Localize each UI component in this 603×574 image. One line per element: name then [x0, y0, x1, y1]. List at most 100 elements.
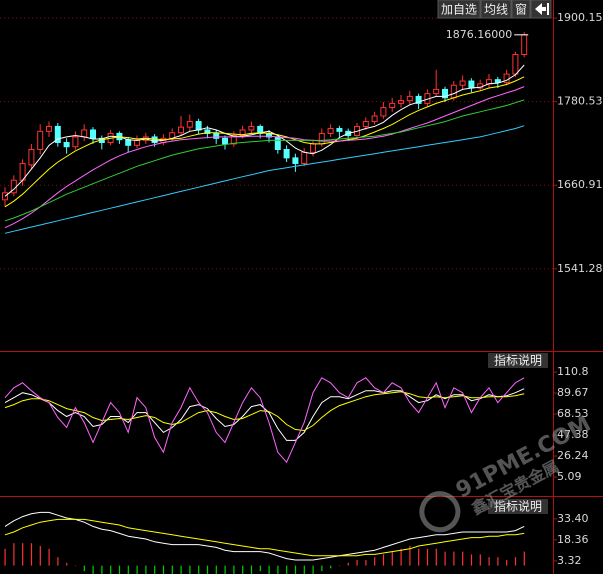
macd-bar: [426, 548, 429, 566]
watermark-logo: [419, 491, 461, 533]
line-series: [4, 377, 525, 464]
macd-bar: [259, 565, 261, 572]
macd-bar: [497, 557, 499, 566]
y-tick-label: 33.40: [557, 512, 589, 525]
macd-bar: [22, 543, 24, 566]
macd-bar: [321, 565, 323, 572]
toolbar-button[interactable]: [480, 0, 512, 19]
macd-bar: [171, 565, 173, 574]
indicator-title: 指标说明: [494, 499, 542, 514]
candle-body: [389, 102, 396, 109]
macd-bar: [39, 546, 41, 566]
y-tick-label: 1541.289: [557, 262, 603, 275]
macd-bar: [330, 565, 332, 569]
candle-body: [54, 125, 61, 144]
candle-body: [2, 192, 8, 201]
macd-bar: [110, 565, 112, 574]
toolbar-button[interactable]: [437, 0, 481, 19]
candle-body: [257, 125, 264, 134]
macd-bar: [92, 565, 94, 574]
macd-bar: [312, 565, 314, 574]
indicator-header[interactable]: [488, 353, 548, 368]
candle-body: [494, 79, 501, 83]
candle-body: [318, 132, 325, 145]
candle-body: [512, 53, 519, 75]
candle-body: [213, 132, 220, 139]
candle-body: [406, 95, 413, 102]
candle-body: [274, 136, 281, 151]
macd-bar: [118, 565, 121, 574]
toolbar-button[interactable]: [511, 0, 531, 19]
macd-bar: [409, 546, 411, 566]
y-tick-label: 47.38: [557, 428, 589, 441]
candle-body: [442, 88, 448, 99]
macd-bar: [198, 565, 200, 574]
toolbar-label: 均线: [484, 3, 508, 17]
y-tick-label: 68.53: [557, 407, 589, 420]
candle-body: [151, 136, 158, 144]
macd-bar: [365, 560, 367, 566]
last-price-label: 1876.16000: [446, 28, 512, 41]
candle-body: [72, 136, 79, 148]
macd-bar: [127, 565, 129, 574]
y-tick-label: 18.36: [557, 533, 589, 546]
candle-body: [134, 139, 140, 146]
macd-bar: [435, 548, 437, 566]
macd-bar: [286, 565, 288, 574]
macd-bar: [215, 565, 217, 574]
macd-bar: [57, 557, 59, 566]
line-series: [4, 518, 525, 557]
candle-body: [327, 128, 334, 134]
macd-bar: [303, 565, 305, 574]
candle-body: [415, 95, 422, 104]
candle-body: [125, 139, 132, 146]
macd-bar: [523, 551, 525, 566]
macd-bar: [444, 551, 446, 566]
candle-body: [521, 34, 528, 55]
macd-bar: [250, 565, 253, 574]
macd-bar: [338, 565, 341, 567]
candle-body: [362, 121, 369, 127]
macd-bar: [4, 548, 6, 566]
macd-bar: [374, 557, 376, 566]
candle-body: [239, 129, 246, 137]
line-series: [4, 86, 525, 229]
candle-body: [336, 128, 343, 132]
candle-body: [301, 151, 308, 164]
macd-bar: [242, 565, 244, 574]
macd-bar: [180, 565, 182, 574]
y-tick-label: 3.32: [557, 554, 582, 567]
toolbar-label: 窗: [515, 3, 527, 17]
y-tick-label: 110.8: [557, 365, 589, 378]
macd-bar: [470, 554, 473, 566]
candle-body: [468, 80, 475, 89]
candle-body: [90, 129, 96, 139]
indicator-header[interactable]: [488, 499, 548, 514]
line-series: [4, 64, 525, 197]
macd-bar: [506, 560, 508, 566]
candle-body: [37, 130, 44, 151]
macd-bar: [30, 543, 33, 566]
candle-body: [450, 84, 457, 99]
candle-body: [310, 143, 316, 153]
candle-body: [371, 115, 378, 123]
macd-bar: [189, 565, 191, 574]
line-series: [4, 99, 525, 222]
macd-bar: [268, 565, 270, 574]
y-tick-label: 26.24: [557, 449, 589, 462]
macd-bar: [356, 560, 358, 566]
macd-bar: [277, 565, 279, 574]
macd-bar: [294, 565, 297, 574]
candle-body: [433, 88, 440, 95]
candle-body: [186, 121, 193, 128]
y-tick-label: 1660.911: [557, 178, 603, 191]
candle-body: [178, 126, 184, 134]
macd-bar: [453, 551, 455, 566]
macd-bar: [145, 565, 147, 574]
candle-body: [380, 107, 387, 117]
candle-body: [63, 142, 70, 148]
macd-bar: [462, 551, 464, 566]
macd-bar: [233, 565, 235, 574]
y-tick-label: 1900.156: [557, 11, 603, 24]
